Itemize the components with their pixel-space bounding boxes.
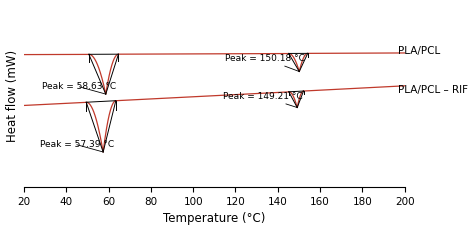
Text: Peak = 57.39 °C: Peak = 57.39 °C (40, 140, 114, 152)
Text: PLA/PCL: PLA/PCL (398, 46, 440, 56)
Text: PLA/PCL – RIF: PLA/PCL – RIF (398, 85, 468, 95)
Text: Peak = 149.21 °C: Peak = 149.21 °C (223, 92, 303, 107)
Text: Peak = 58.63 °C: Peak = 58.63 °C (42, 82, 117, 94)
Text: Peak = 150.18 °C: Peak = 150.18 °C (225, 54, 305, 72)
Y-axis label: Heat flow (mW): Heat flow (mW) (6, 50, 18, 143)
X-axis label: Temperature (°C): Temperature (°C) (163, 213, 265, 225)
